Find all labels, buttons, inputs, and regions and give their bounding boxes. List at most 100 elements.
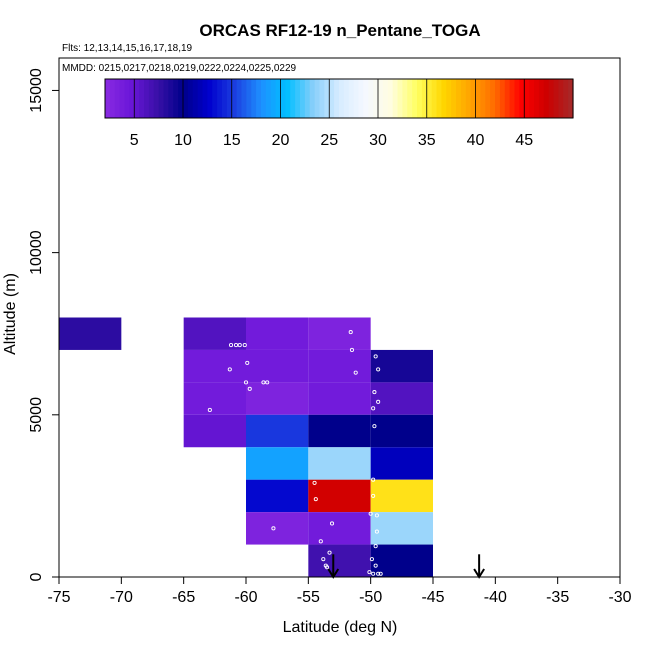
colorbar-segment (378, 79, 384, 118)
colorbar-segment (119, 79, 126, 118)
heatmap-cell (370, 544, 433, 577)
colorbar-segment (426, 79, 433, 118)
colorbar-tick-label: 20 (272, 132, 290, 149)
sample-point (261, 380, 266, 385)
sample-point (378, 571, 383, 576)
sample-point (321, 557, 326, 562)
colorbar-segment (563, 79, 569, 118)
sample-point (376, 571, 381, 576)
heatmap-cell (183, 382, 246, 415)
colorbar-segment (144, 79, 150, 118)
colorbar-segment (470, 79, 477, 118)
colorbar-segment (499, 79, 506, 118)
sample-point (167, 339, 173, 344)
sample-point (247, 386, 252, 391)
colorbar-segment (207, 79, 213, 118)
heatmap-cell (370, 479, 433, 513)
sample-point (371, 571, 376, 576)
heatmap-cell (246, 317, 309, 350)
colorbar-segment (290, 79, 296, 118)
sample-point (329, 521, 335, 526)
heatmap-cell (183, 349, 246, 383)
colorbar-tick-label: 5 (130, 132, 139, 149)
sample-point (312, 480, 317, 485)
sample-point (376, 399, 381, 404)
colorbar-segment (202, 79, 208, 118)
sample-point (265, 380, 270, 385)
y-axis: 0 5000 10000 15000 (28, 68, 59, 581)
flights-note: Flts: 12,13,14,15,16,17,18,19 (62, 43, 193, 54)
sample-point (371, 477, 376, 482)
x-tick-label: -45 (421, 589, 444, 606)
heatmap-cell (246, 382, 309, 415)
colorbar-tick-label: 40 (467, 132, 485, 149)
colorbar-segment (334, 79, 340, 118)
colorbar-segment (148, 79, 155, 118)
x-tick-label: -55 (297, 589, 320, 606)
colorbar-segment (124, 79, 130, 118)
colorbar-segment (358, 79, 364, 118)
heatmap-cell (308, 414, 371, 448)
colorbar-segment (558, 79, 564, 118)
colorbar-segment (275, 79, 282, 118)
sample-point (369, 557, 374, 562)
y-tick-label: 5000 (28, 397, 45, 433)
x-axis-label: Latitude (deg N) (283, 619, 398, 636)
heatmap-cell (246, 479, 309, 513)
colorbar-segment (295, 79, 301, 118)
colorbar-frame (104, 78, 574, 119)
sample-point (348, 330, 353, 335)
colorbar-segment (421, 79, 428, 118)
sample-point (374, 513, 379, 518)
colorbar-segment (129, 79, 135, 118)
sample-point (368, 511, 373, 516)
colorbar-segment (187, 79, 194, 118)
heatmap-cell (59, 317, 122, 350)
x-tick-label: -40 (484, 589, 507, 606)
colorbar-segment (217, 79, 223, 118)
sample-point (233, 343, 239, 348)
colorbar-segment (363, 79, 369, 118)
x-tick-label: -35 (546, 589, 569, 606)
y-axis-label: Altitude (m) (2, 273, 19, 355)
plot-area: MMDD: 0215,0217,0218,0219,0222,0224,0225… (58, 57, 621, 579)
heatmap-cell (246, 512, 309, 545)
colorbar-segment (387, 79, 394, 118)
sample-point (242, 343, 247, 348)
heatmap-cell (308, 479, 371, 513)
colorbar-segment (509, 79, 516, 118)
sample-point (372, 424, 377, 429)
colorbar-segment (261, 79, 267, 118)
colorbar-segment (402, 79, 408, 118)
colorbar-segment (436, 79, 442, 118)
heatmap-cell (370, 447, 433, 480)
colorbar-segment (456, 79, 462, 118)
sample-point (245, 360, 250, 365)
colorbar-segment (524, 79, 530, 118)
sample-point (207, 407, 212, 412)
colorbar-tick-label: 25 (320, 132, 338, 149)
colorbar-segment (285, 79, 291, 118)
sample-point (243, 380, 249, 385)
sample-point (373, 354, 378, 359)
colorbar-segment (373, 79, 379, 118)
x-tick-label: -70 (110, 589, 133, 606)
colorbar-segment (485, 79, 491, 118)
heatmap-cell (370, 382, 433, 415)
colorbar-segment (197, 79, 204, 118)
colorbar-segment (475, 79, 481, 118)
sample-point (318, 539, 323, 544)
colorbar-segment (412, 79, 418, 118)
colorbar-segment (392, 79, 399, 118)
colorbar-segment (114, 79, 121, 118)
colorbar-segment (480, 79, 486, 118)
sample-point (327, 550, 332, 555)
colorbar-segment (280, 79, 286, 118)
heatmap-cell (183, 414, 246, 448)
colorbar-segment (251, 79, 257, 118)
colorbar-segment (163, 79, 169, 118)
colorbar-tick-label: 30 (369, 132, 387, 149)
colorbar-segment (304, 79, 311, 118)
colorbar-segment (139, 79, 145, 118)
